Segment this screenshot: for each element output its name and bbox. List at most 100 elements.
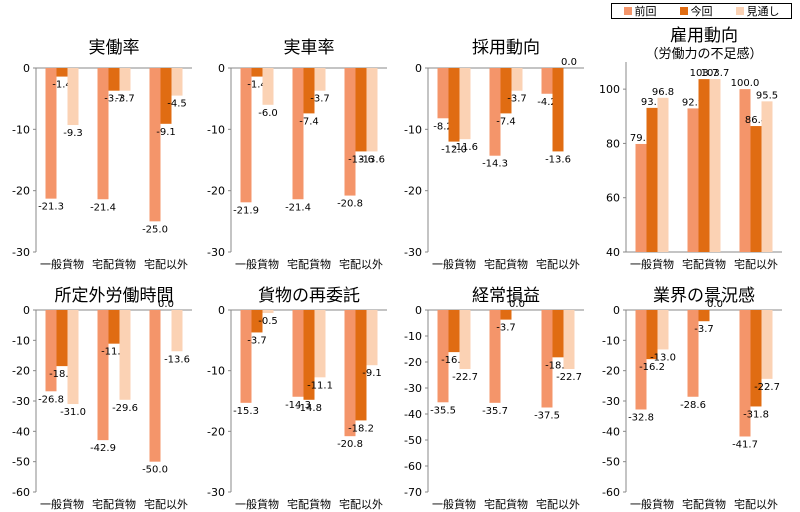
data-label: -42.9: [90, 443, 116, 454]
data-label: 100.0: [731, 78, 760, 89]
data-label: -3.7: [104, 94, 124, 105]
data-label: -32.8: [628, 412, 654, 423]
x-tick-label: 宅配貨物: [92, 497, 136, 511]
data-label: -37.5: [534, 411, 560, 422]
data-label: -3.7: [115, 94, 135, 105]
chart-7: 経常損益 0 -10 -20 -30 -40 -50 -60 -70 -35.5 -16.2 -22.…: [404, 286, 584, 511]
x-tick-label: 一般貨物: [630, 257, 674, 271]
bar: [314, 310, 326, 378]
data-label: 103.7: [701, 68, 730, 79]
x-tick-label: 宅配以外: [734, 257, 778, 271]
data-label: 103.7: [690, 68, 719, 79]
y-tick-label: -10: [404, 123, 422, 136]
bar: [314, 68, 326, 91]
bar: [635, 143, 647, 252]
x-tick-label: 宅配貨物: [682, 257, 726, 271]
bar: [97, 68, 109, 200]
y-tick-label: -60: [404, 460, 422, 473]
legend-item-outlook: 見通し: [735, 3, 780, 19]
data-label: -7.4: [496, 116, 516, 127]
y-tick-label: -50: [602, 456, 620, 469]
data-label: -13.6: [164, 354, 190, 365]
legend-swatch-current: [679, 7, 688, 15]
y-tick-label: -20: [404, 185, 422, 198]
x-tick-label: 宅配以外: [144, 257, 188, 271]
y-tick-label: -60: [12, 486, 30, 499]
data-label: -35.7: [482, 406, 508, 417]
y-tick-label: 0: [415, 304, 422, 317]
bar: [108, 68, 120, 91]
bar: [459, 310, 471, 370]
data-label: -13.6: [348, 154, 374, 165]
bar: [709, 79, 721, 252]
y-tick-label: 0: [218, 62, 225, 75]
bar: [687, 108, 699, 253]
bar: [437, 310, 449, 403]
bar: [511, 68, 523, 91]
bar: [500, 68, 512, 114]
x-tick-label: 宅配以外: [536, 497, 580, 511]
y-tick-label: -40: [12, 425, 30, 438]
data-label: -4.5: [167, 99, 187, 110]
data-label: -3.7: [507, 94, 527, 105]
data-label: -12.0: [441, 145, 467, 156]
bar: [552, 68, 564, 152]
bar: [646, 310, 658, 360]
bar: [448, 310, 460, 353]
x-tick-label: 宅配以外: [339, 497, 383, 511]
bar: [251, 310, 263, 333]
legend-label-current: 今回: [690, 5, 713, 18]
data-label: -11.1: [307, 380, 333, 391]
y-tick-label: -30: [207, 246, 225, 259]
y-tick-label: -10: [207, 123, 225, 136]
data-label: -0.5: [258, 316, 278, 327]
y-tick-label: 60: [606, 192, 620, 205]
x-tick-label: 一般貨物: [630, 497, 674, 511]
bar: [448, 68, 460, 142]
data-label: 0.0: [561, 57, 577, 68]
bar: [750, 126, 762, 252]
data-label: -22.7: [452, 372, 478, 383]
y-tick-label: -20: [12, 365, 30, 378]
y-tick-label: 0: [23, 304, 30, 317]
y-tick-label: -70: [404, 486, 422, 499]
bar: [149, 68, 161, 222]
bar: [646, 107, 658, 252]
legend-label-outlook: 見通し: [746, 5, 780, 18]
data-label: -20.8: [337, 439, 363, 450]
x-tick-label: 宅配貨物: [682, 497, 726, 511]
y-tick-label: 80: [606, 137, 620, 150]
bar: [635, 310, 647, 410]
data-label: -11.6: [452, 142, 478, 153]
bar: [262, 310, 274, 314]
data-label: -16.2: [639, 362, 665, 373]
x-tick-label: 宅配貨物: [92, 257, 136, 271]
bar: [552, 310, 564, 358]
chart-subtitle: （労働力の不足感）: [645, 46, 762, 62]
bar: [459, 68, 471, 140]
x-tick-label: 一般貨物: [40, 497, 84, 511]
data-label: -9.1: [362, 368, 382, 379]
y-tick-label: -10: [404, 330, 422, 343]
x-tick-label: 宅配以外: [339, 257, 383, 271]
bar: [541, 310, 553, 408]
bar: [56, 310, 68, 367]
bar: [45, 68, 57, 199]
x-tick-label: 宅配貨物: [287, 257, 331, 271]
data-label: -1.4: [52, 80, 72, 91]
data-label: -21.4: [285, 202, 311, 213]
bar: [67, 310, 79, 405]
x-tick-label: 一般貨物: [432, 497, 476, 511]
data-label: -3.7: [694, 324, 714, 335]
data-label: -15.3: [233, 406, 259, 417]
y-tick-label: 100: [599, 83, 620, 96]
data-label: -25.0: [142, 224, 168, 235]
chart-title: 業界の景況感: [653, 286, 755, 306]
legend-item-current: 今回: [679, 3, 713, 19]
data-label: 95.5: [756, 90, 778, 101]
bar: [761, 101, 773, 252]
data-label: -14.3: [285, 400, 311, 411]
chart-5: 所定外労働時間 0 -10 -20 -30 -40 -50 -60 -26.8 -18.5 -31.…: [12, 286, 192, 511]
bar: [160, 68, 172, 124]
